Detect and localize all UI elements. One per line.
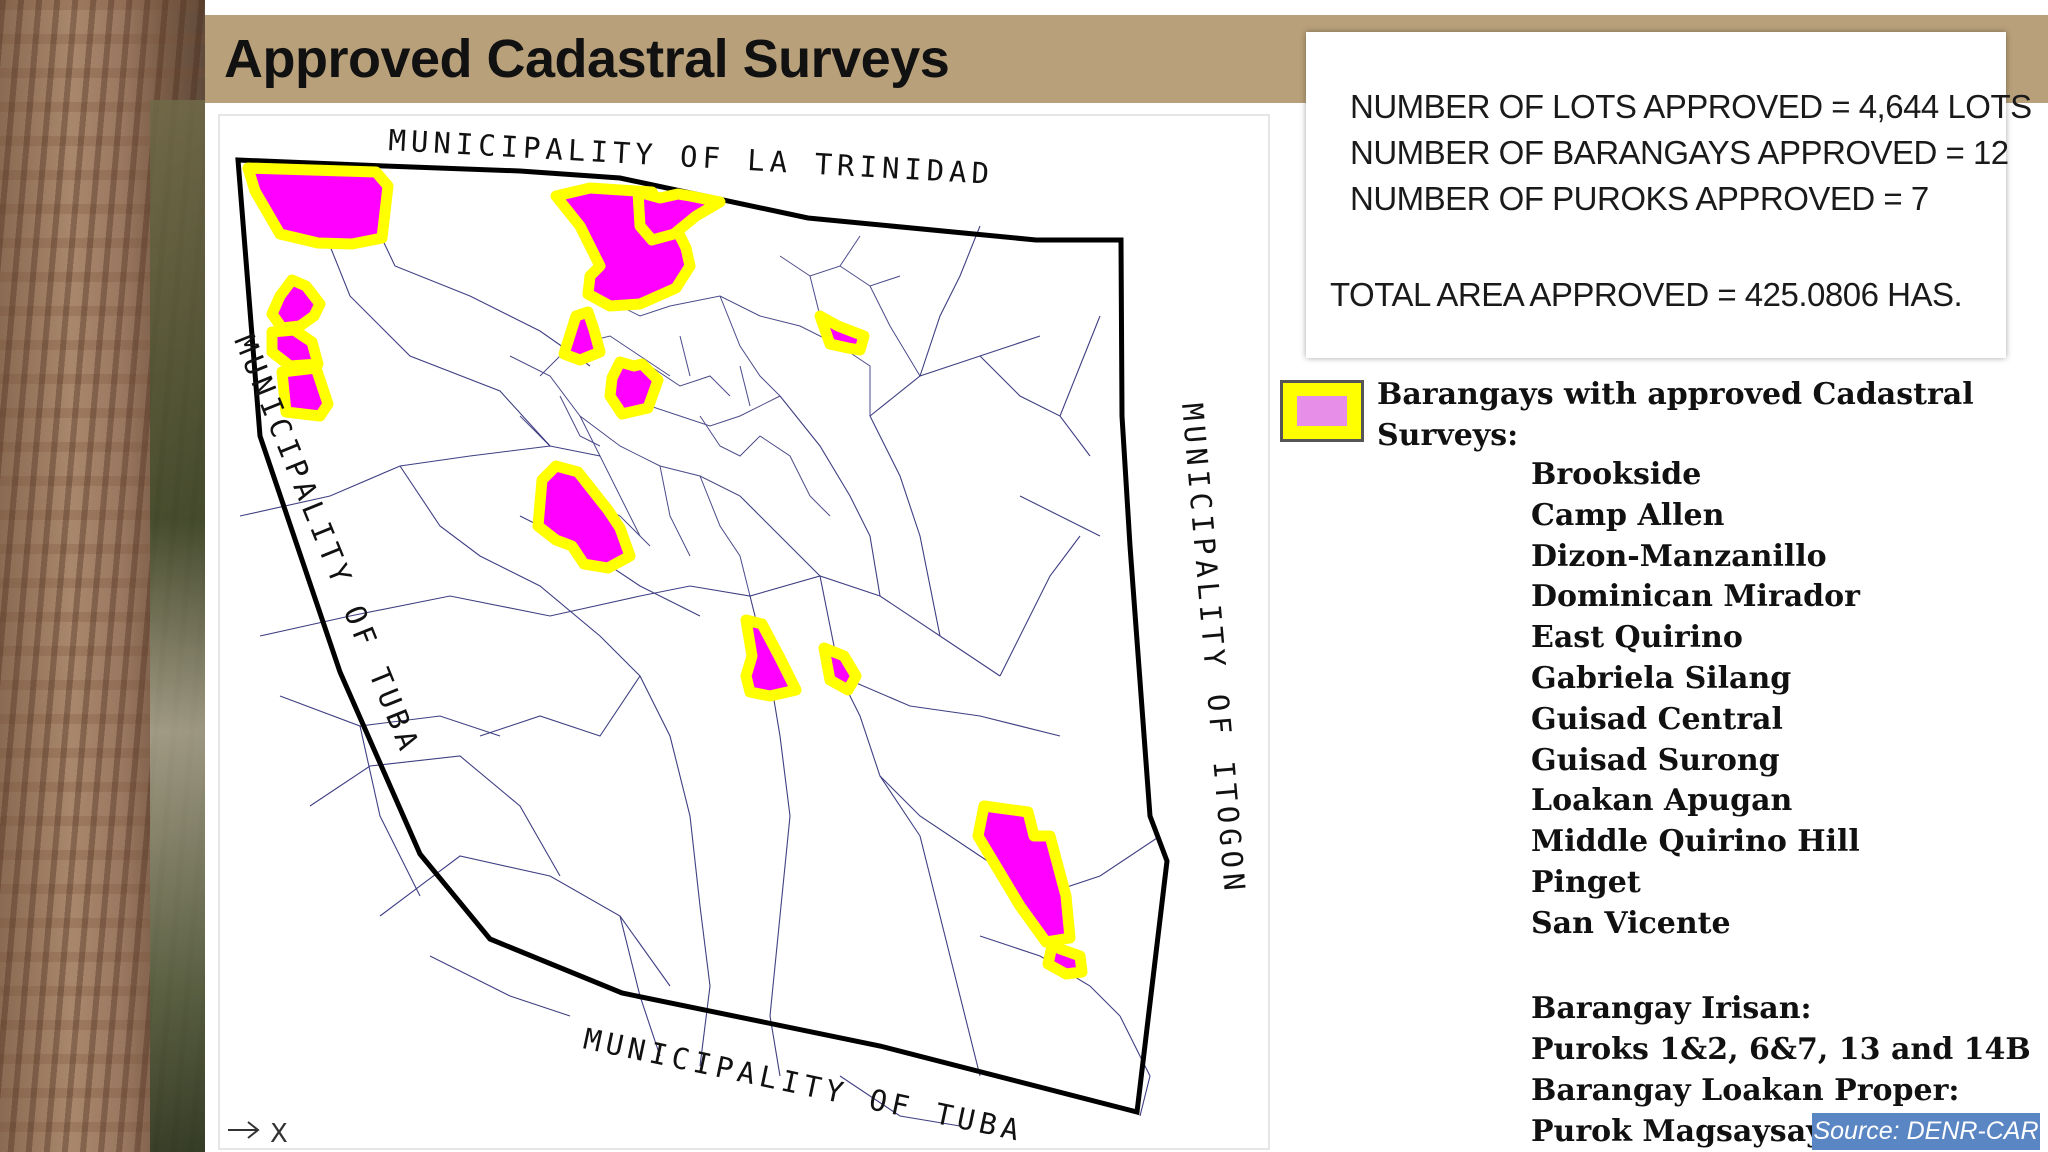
barangay-item: East Quirino (1531, 620, 1743, 656)
slide-title: Approved Cadastral Surveys (224, 29, 950, 89)
barangay-list: Brookside Camp Allen Dizon-Manzanillo Do… (1531, 455, 1860, 945)
approved-area-9 (814, 310, 870, 356)
legend-swatch (1280, 380, 1364, 442)
purok-notes: Barangay Irisan: Puroks 1&2, 6&7, 13 and… (1531, 988, 2031, 1152)
approved-area-10 (532, 460, 636, 574)
barangay-item: Gabriela Silang (1531, 660, 1792, 696)
barangay-item: Guisad Central (1531, 701, 1783, 737)
map-canvas: MUNICIPALITY OF LA TRINIDAD MUNICIPALITY… (228, 123, 1252, 1148)
approved-area-11 (740, 614, 802, 702)
barangay-item: San Vicente (1531, 905, 1731, 941)
approved-area-3 (266, 324, 324, 372)
stat-barangays-approved: NUMBER OF BARANGAYS APPROVED = 12 (1350, 134, 2009, 171)
city-boundary (235, 157, 1170, 1116)
barangay-item: Loakan Apugan (1531, 783, 1793, 819)
approved-survey-areas (242, 162, 1088, 980)
barangay-item: Dominican Mirador (1531, 579, 1860, 615)
barangay-item: Guisad Surong (1531, 742, 1780, 778)
stat-puroks-approved: NUMBER OF PUROKS APPROVED = 7 (1350, 180, 1929, 217)
approved-area-13 (972, 800, 1076, 948)
top-white-strip (205, 0, 2048, 15)
approved-area-14 (1042, 940, 1088, 980)
approved-area-4 (276, 362, 334, 422)
barangay-item: Brookside (1531, 457, 1702, 492)
irisan-puroks: Puroks 1&2, 6&7, 13 and 14B (1531, 1032, 2031, 1067)
approved-area-7 (558, 306, 606, 366)
legend-swatch-fill (1297, 396, 1347, 426)
loakan-purok: Purok Magsaysay (1531, 1114, 1824, 1149)
map-label-south: MUNICIPALITY OF TUBA (581, 1022, 1027, 1148)
corner-marker-label: X (270, 1119, 288, 1148)
approved-area-1 (242, 162, 394, 250)
barangay-item: Pinget (1531, 864, 1641, 900)
loakan-heading: Barangay Loakan Proper: (1531, 1073, 1960, 1108)
forest-background-image (150, 100, 205, 1152)
corner-marker-icon (228, 1121, 260, 1139)
legend-title: Barangays with approved Cadastral Survey… (1377, 377, 1974, 453)
barangay-item: Middle Quirino Hill (1531, 824, 1860, 860)
stats-box: NUMBER OF LOTS APPROVED = 4,644 LOTS NUM… (1306, 32, 2032, 358)
cadastral-map: MUNICIPALITY OF LA TRINIDAD MUNICIPALITY… (218, 114, 1270, 1150)
barangay-item: Dizon-Manzanillo (1531, 538, 1827, 574)
map-label-north: MUNICIPALITY OF LA TRINIDAD (388, 123, 995, 191)
source-badge: Source: DENR-CAR (1812, 1113, 2040, 1150)
approved-area-12 (818, 642, 862, 696)
stat-total-area: TOTAL AREA APPROVED = 425.0806 HAS. (1330, 276, 1963, 313)
approved-area-8 (604, 356, 664, 420)
stat-lots-approved: NUMBER OF LOTS APPROVED = 4,644 LOTS (1350, 88, 2032, 125)
approved-area-6 (632, 186, 726, 246)
irisan-heading: Barangay Irisan: (1531, 991, 1812, 1026)
map-label-east: MUNICIPALITY OF ITOGON (1175, 402, 1252, 897)
barangay-item: Camp Allen (1531, 497, 1725, 533)
approved-area-2 (266, 274, 326, 334)
